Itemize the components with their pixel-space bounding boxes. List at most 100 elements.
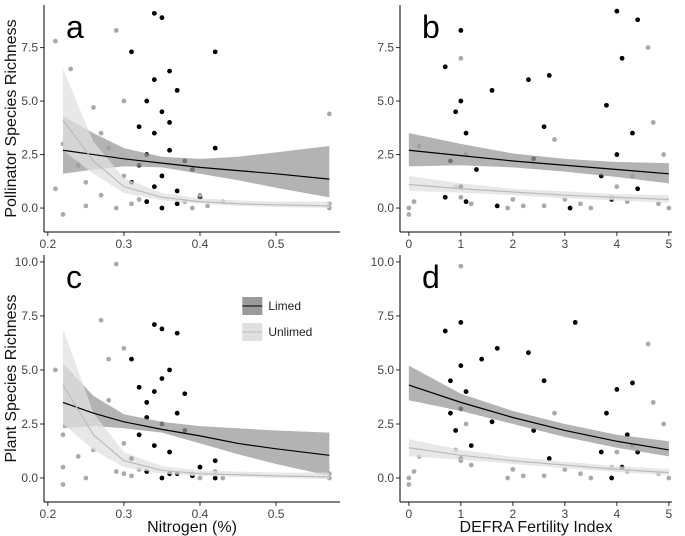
y-axis-title: Pollinator Species Richness — [3, 19, 20, 217]
point — [448, 410, 453, 416]
point — [453, 109, 459, 115]
point — [136, 124, 142, 130]
point — [182, 391, 188, 397]
point — [588, 205, 594, 211]
x-tick-label: 3 — [562, 237, 569, 251]
point — [159, 205, 165, 211]
point — [650, 120, 656, 125]
point — [406, 212, 412, 217]
y-tick-label: 10.0 — [371, 255, 395, 269]
x-tick-label: 0.5 — [268, 507, 285, 521]
legend-label: Unlimed — [268, 325, 312, 339]
point — [463, 421, 469, 427]
point — [98, 192, 104, 198]
y-tick-label: 2.5 — [377, 417, 394, 431]
point — [129, 201, 134, 207]
y-axis-title: Plant Species Richness — [3, 294, 20, 462]
point — [167, 147, 172, 153]
point — [151, 322, 157, 327]
point — [609, 475, 615, 481]
point — [144, 98, 150, 104]
fit-line — [62, 119, 330, 207]
point — [129, 356, 134, 362]
point — [666, 205, 672, 211]
point — [645, 341, 651, 347]
fit-line — [408, 149, 669, 175]
point — [174, 188, 180, 194]
x-tick-label: 2 — [510, 237, 517, 251]
y-tick-label: 0.0 — [21, 201, 38, 215]
x-tick-label: 1 — [458, 237, 465, 251]
y-tick-label: 5.0 — [21, 363, 38, 377]
y-tick-label: 7.5 — [21, 309, 38, 323]
point — [463, 389, 469, 394]
point — [53, 186, 58, 192]
point — [60, 212, 66, 217]
point — [661, 421, 667, 427]
point — [458, 263, 464, 269]
point — [406, 475, 412, 481]
x-tick-label: 0.5 — [268, 237, 285, 251]
point — [645, 45, 651, 50]
fit-line — [408, 447, 669, 474]
x-tick-label: 4 — [614, 237, 621, 251]
point — [541, 378, 547, 384]
point — [83, 179, 89, 185]
point — [411, 199, 417, 205]
point — [406, 205, 412, 211]
x-tick-label: 0.4 — [192, 507, 209, 521]
panel-letter: d — [422, 259, 440, 295]
point — [630, 130, 635, 136]
point — [53, 38, 58, 44]
point — [463, 130, 469, 136]
x-tick-label: 1 — [458, 507, 465, 521]
x-tick-label: 0.3 — [116, 237, 133, 251]
point — [106, 397, 112, 403]
point — [463, 199, 469, 205]
point — [552, 410, 557, 416]
point — [510, 197, 516, 202]
point — [113, 261, 119, 267]
point — [567, 205, 573, 211]
point — [520, 203, 526, 209]
point — [442, 64, 448, 70]
confidence-ribbon — [63, 116, 330, 198]
panel-letter: b — [422, 9, 440, 45]
point — [159, 376, 165, 382]
point — [136, 197, 142, 202]
point — [113, 205, 119, 211]
fit-line — [62, 384, 330, 478]
point — [541, 203, 547, 209]
point — [635, 186, 641, 192]
point — [541, 473, 547, 479]
y-tick-label: 0.0 — [21, 471, 38, 485]
point — [656, 201, 661, 207]
point — [60, 464, 66, 470]
confidence-ribbon — [408, 133, 669, 184]
y-tick-label: 2.5 — [21, 148, 38, 162]
point — [220, 475, 226, 481]
y-tick-label: 5.0 — [377, 363, 394, 377]
x-tick-label: 5 — [666, 507, 673, 521]
point — [614, 8, 620, 14]
point — [552, 137, 557, 142]
point — [494, 345, 500, 351]
y-tick-label: 10.0 — [15, 255, 39, 269]
point — [614, 152, 620, 157]
confidence-ribbon — [63, 363, 330, 476]
point — [458, 320, 464, 325]
point — [106, 356, 112, 362]
point — [630, 380, 635, 386]
x-tick-label: 2 — [510, 507, 517, 521]
point — [666, 475, 672, 481]
point — [136, 432, 142, 438]
point — [479, 356, 485, 362]
y-tick-label: 2.5 — [21, 417, 38, 431]
point — [174, 330, 180, 336]
point — [83, 203, 89, 209]
fit-line — [62, 401, 330, 456]
panel-letter: a — [66, 9, 84, 45]
point — [442, 328, 448, 334]
point — [197, 475, 203, 481]
